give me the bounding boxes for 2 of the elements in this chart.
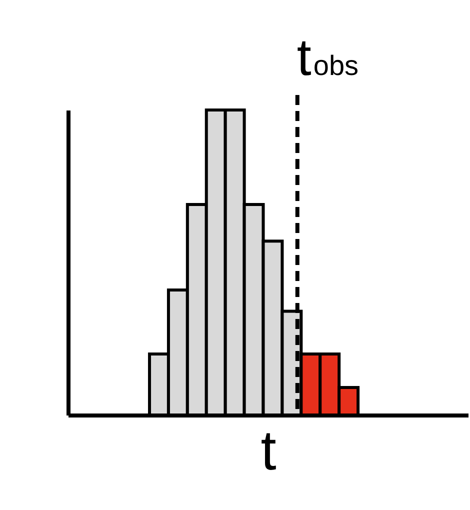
text: tobs <box>296 29 359 87</box>
x-axis-title: t <box>260 418 277 482</box>
